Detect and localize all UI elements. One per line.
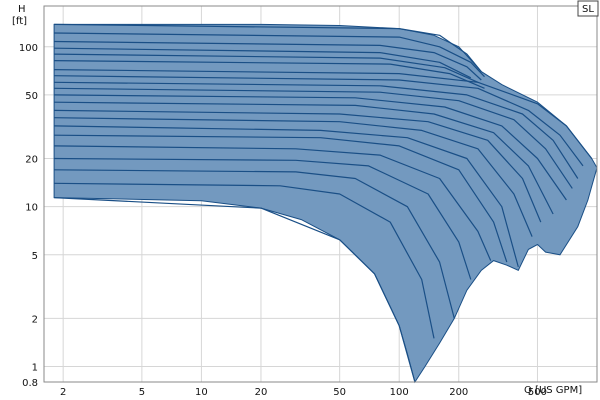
y-axis-label-unit: [ft] [12,16,27,27]
curve-line [54,125,519,268]
performance-area [53,23,598,384]
x-tick-label: 500 [528,387,547,398]
curve-line [54,182,435,339]
y-tick-label: 20 [25,155,38,166]
y-axis-label-h: H [18,4,26,15]
y-tick-label: 50 [25,91,38,102]
curve-series [54,23,593,383]
curve-line [54,145,492,261]
y-tick-label: 5 [32,251,38,262]
x-tick-label: 100 [390,387,409,398]
curve-line [54,117,533,237]
x-axis-label: Q [US GPM] [524,385,582,396]
curve-line [54,109,542,223]
curve-line [54,87,573,189]
curve-line [54,47,472,79]
x-tick-label: 200 [449,387,468,398]
curve-line [54,53,479,83]
sl-badge[interactable]: SL [577,0,599,17]
curve-line [54,32,485,78]
curve-line [54,101,554,215]
curve-line [54,40,482,81]
y-tick-label: 0.8 [22,378,38,389]
curve-line [54,75,584,167]
curve-line [54,81,579,179]
curve-line [54,134,508,263]
y-tick-label: 2 [32,314,38,325]
x-tick-label: 2 [60,387,66,398]
x-tick-label: 10 [195,387,208,398]
curve-line [54,197,416,383]
curve-line [54,69,593,159]
plot-frame [43,5,598,383]
envelope-area [53,23,598,384]
x-tick-label: 50 [333,387,346,398]
tick-labels: 2 5 10 20 50 100 200 500 0.8 1 2 5 10 20 50 100 [19,43,547,398]
y-tick-label: 1 [32,363,38,374]
curve-line [54,169,455,319]
y-tick-label: 10 [25,203,38,214]
x-tick-label: 5 [139,387,145,398]
sl-badge-label: SL [582,4,594,15]
x-tick-label: 20 [255,387,268,398]
y-tick-label: 100 [19,43,38,54]
curve-line [54,157,472,280]
sl-badge-box [577,0,599,17]
curve-line [54,94,567,201]
curve-line [54,23,482,72]
